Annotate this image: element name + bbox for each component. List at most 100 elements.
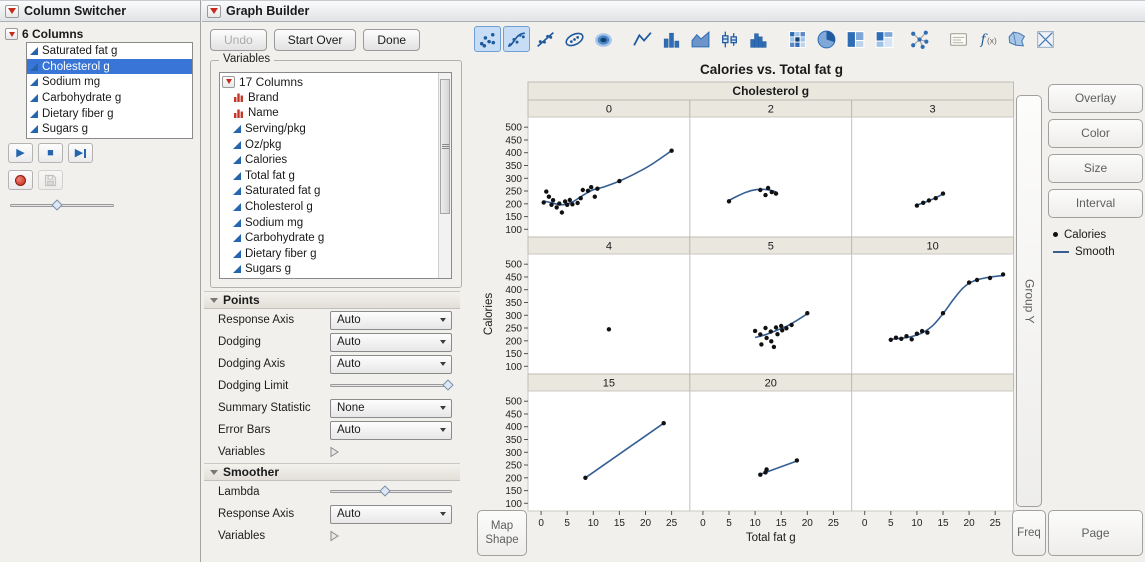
step-button[interactable]: ▶ bbox=[68, 143, 93, 163]
svg-text:250: 250 bbox=[505, 461, 522, 472]
disclosure-closed-icon bbox=[330, 446, 339, 458]
drop-zone-label: Overlay bbox=[1074, 91, 1117, 105]
box-plot-element-icon[interactable] bbox=[716, 26, 743, 52]
svg-text:450: 450 bbox=[505, 136, 522, 147]
response-axis-dropdown[interactable]: Auto bbox=[330, 504, 452, 524]
dropdown-value: Auto bbox=[337, 358, 361, 370]
drop-zone-color[interactable]: Color bbox=[1048, 119, 1143, 148]
drop-zone-size[interactable]: Size bbox=[1048, 154, 1143, 183]
column-switcher-item[interactable]: Sugars g bbox=[27, 121, 192, 137]
pie-element-icon[interactable] bbox=[813, 26, 840, 52]
smooth-line-icon bbox=[1053, 250, 1069, 253]
ellipse-element-icon[interactable] bbox=[561, 26, 588, 52]
drop-zone-freq[interactable]: Freq bbox=[1012, 510, 1046, 556]
column-switcher-outline: 6 Columns bbox=[5, 27, 83, 41]
column-switcher-item[interactable]: Carbohydrate g bbox=[27, 90, 192, 106]
response-axis-dropdown[interactable]: Auto bbox=[330, 310, 452, 330]
variable-item[interactable]: Cholesterol g bbox=[220, 199, 451, 215]
property-label: Error Bars bbox=[218, 424, 271, 436]
drop-zone-map-shape[interactable]: Map Shape bbox=[477, 510, 527, 556]
stop-button[interactable]: ■ bbox=[38, 143, 63, 163]
column-switcher-item[interactable]: Saturated fat g bbox=[27, 43, 192, 59]
svg-text:250: 250 bbox=[505, 187, 522, 198]
formula-element-icon[interactable]: f (x) bbox=[974, 26, 1001, 52]
line-element-icon[interactable] bbox=[629, 26, 656, 52]
mosaic-element-icon[interactable] bbox=[871, 26, 898, 52]
area-element-icon[interactable] bbox=[687, 26, 714, 52]
dropdown-value: None bbox=[337, 402, 365, 414]
variables-disclosure[interactable] bbox=[330, 446, 452, 458]
variables-group-label: Variables bbox=[219, 53, 275, 65]
red-triangle-menu-icon[interactable] bbox=[207, 4, 221, 18]
variables-scrollbar[interactable] bbox=[438, 73, 451, 278]
svg-text:5: 5 bbox=[888, 518, 894, 529]
slider-thumb[interactable] bbox=[379, 485, 391, 497]
summary-statistic-dropdown[interactable]: None bbox=[330, 398, 452, 418]
drop-zone-overlay[interactable]: Overlay bbox=[1048, 84, 1143, 113]
continuous-column-icon bbox=[233, 140, 241, 149]
record-button[interactable] bbox=[8, 170, 33, 190]
variable-item[interactable]: Dietary fiber g bbox=[220, 246, 451, 262]
line-of-fit-element-icon[interactable] bbox=[532, 26, 559, 52]
variable-item[interactable]: Brand bbox=[220, 90, 451, 106]
property-label: Dodging Limit bbox=[218, 380, 289, 392]
svg-text:20: 20 bbox=[640, 518, 652, 529]
variable-item[interactable]: Sugars g bbox=[220, 262, 451, 278]
smoother-section-header[interactable]: Smoother bbox=[204, 463, 460, 481]
variable-item[interactable]: Calories bbox=[220, 152, 451, 168]
start-over-button[interactable]: Start Over bbox=[273, 29, 357, 51]
dodging-limit-slider[interactable] bbox=[330, 379, 454, 393]
variable-item[interactable]: Serving/pkg bbox=[220, 121, 451, 137]
play-button[interactable]: ▶ bbox=[8, 143, 33, 163]
histogram-element-icon[interactable] bbox=[745, 26, 772, 52]
dropdown-arrow-icon bbox=[440, 428, 446, 432]
slider-thumb[interactable] bbox=[51, 199, 63, 211]
red-triangle-menu-icon[interactable] bbox=[222, 75, 235, 88]
svg-text:0: 0 bbox=[538, 518, 544, 529]
svg-text:20: 20 bbox=[765, 378, 777, 390]
column-switcher-item[interactable]: Sodium mg bbox=[27, 74, 192, 90]
variable-item[interactable]: Total fat g bbox=[220, 168, 451, 184]
nominal-column-icon bbox=[234, 93, 243, 103]
variable-item[interactable]: Name bbox=[220, 106, 451, 122]
points-section-header[interactable]: Points bbox=[204, 291, 460, 309]
red-triangle-menu-icon[interactable] bbox=[5, 28, 18, 40]
dodging-dropdown[interactable]: Auto bbox=[330, 332, 452, 352]
graph-canvas[interactable]: Cholesterol g 0 2 3 100 150 200 250 300 350 400 450… bbox=[480, 80, 1015, 558]
treemap-element-icon[interactable] bbox=[842, 26, 869, 52]
smoother-element-icon[interactable] bbox=[503, 26, 530, 52]
heatmap-element-icon[interactable] bbox=[784, 26, 811, 52]
column-switcher-item[interactable]: Cholesterol g bbox=[27, 58, 192, 75]
variable-item[interactable]: Sodium mg bbox=[220, 215, 451, 231]
variables-disclosure[interactable] bbox=[330, 530, 452, 542]
points-element-icon[interactable] bbox=[474, 26, 501, 52]
slider-thumb[interactable] bbox=[442, 379, 454, 391]
variable-item[interactable]: Carbohydrate g bbox=[220, 230, 451, 246]
drop-zone-interval[interactable]: Interval bbox=[1048, 189, 1143, 218]
variable-item[interactable]: Saturated fat g bbox=[220, 184, 451, 200]
column-switcher-slider[interactable] bbox=[10, 199, 114, 212]
variable-item[interactable]: Oz/pkg bbox=[220, 137, 451, 153]
map-shapes-element-icon[interactable] bbox=[1003, 26, 1030, 52]
drop-zone-group-y[interactable]: Group Y bbox=[1016, 95, 1042, 507]
svg-text:20: 20 bbox=[802, 518, 814, 529]
nominal-column-icon bbox=[234, 109, 243, 118]
column-switcher-item[interactable]: Dietary fiber g bbox=[27, 106, 192, 122]
element-type-toolbar: f (x) bbox=[474, 26, 1061, 52]
parallel-element-icon[interactable] bbox=[906, 26, 933, 52]
svg-text:(x): (x) bbox=[987, 35, 997, 45]
drop-zone-page[interactable]: Page bbox=[1048, 510, 1143, 556]
save-button[interactable] bbox=[38, 170, 63, 190]
dodging-axis-dropdown[interactable]: Auto bbox=[330, 354, 452, 374]
bar-element-icon[interactable] bbox=[658, 26, 685, 52]
lambda-slider[interactable] bbox=[330, 485, 452, 499]
ternary-element-icon[interactable] bbox=[1032, 26, 1059, 52]
scrollbar-thumb[interactable] bbox=[440, 79, 450, 215]
undo-button[interactable]: Undo bbox=[210, 29, 267, 51]
red-triangle-menu-icon[interactable] bbox=[5, 4, 19, 18]
done-button[interactable]: Done bbox=[363, 29, 421, 51]
error-bars-dropdown[interactable]: Auto bbox=[330, 420, 452, 440]
caption-box-element-icon[interactable] bbox=[945, 26, 972, 52]
contour-element-icon[interactable] bbox=[590, 26, 617, 52]
play-icon: ▶ bbox=[16, 146, 25, 159]
